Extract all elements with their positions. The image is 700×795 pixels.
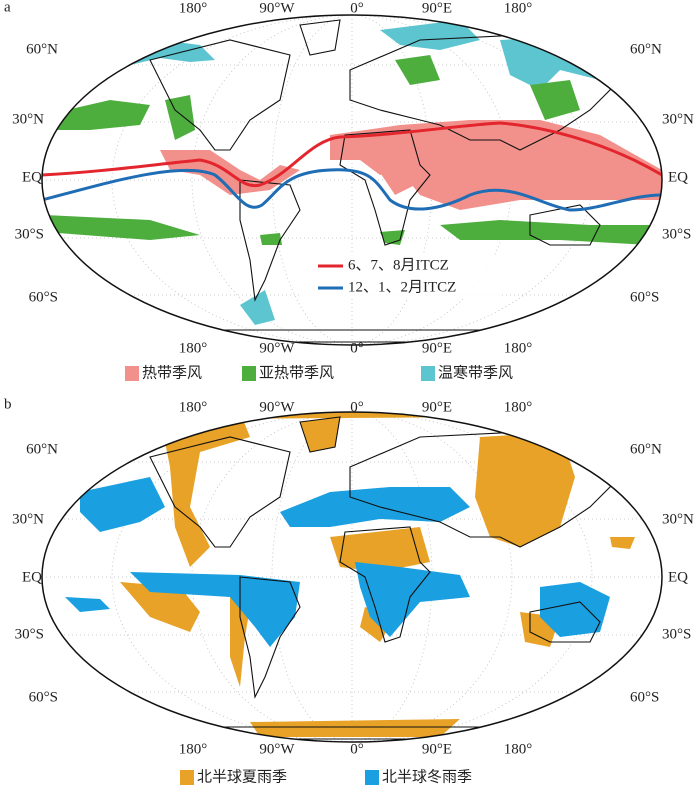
lon-label: 180° (504, 340, 533, 356)
lat-label: EQ (22, 169, 42, 185)
lat-label: EQ (22, 569, 42, 585)
legend-swatch (180, 770, 194, 785)
lon-label: 180° (504, 0, 533, 16)
region (45, 55, 662, 245)
legend-label: 12、1、2月ITCZ (348, 279, 456, 295)
lat-label: 60°S (630, 689, 659, 705)
legend-label: 6、7、8月ITCZ (348, 257, 449, 273)
lon-label: 180° (504, 399, 533, 415)
panel-label: a (4, 0, 11, 15)
lat-label: 30°S (15, 626, 44, 642)
legend-label: 热带季风 (142, 364, 202, 381)
lat-label: 30°S (662, 226, 691, 242)
itcz-line (42, 168, 662, 212)
lat-label: EQ (668, 169, 688, 185)
lon-label: 90°E (422, 340, 452, 356)
lon-label: 0° (350, 0, 364, 16)
lon-label: 90°E (422, 741, 452, 757)
panel-label: b (4, 396, 12, 412)
legend-swatch (421, 366, 435, 381)
lon-label: 180° (179, 340, 208, 356)
legend-label: 亚热带季风 (259, 364, 334, 381)
legend-label: 北半球冬雨季 (382, 768, 472, 785)
region (65, 477, 610, 647)
legend-label: 北半球夏雨季 (197, 768, 287, 785)
lat-label: 60°N (630, 441, 662, 457)
lat-label: 30°N (662, 511, 694, 527)
legend-label: 温寒带季风 (438, 363, 513, 381)
lon-label: 0° (350, 399, 364, 415)
lon-label: 0° (350, 340, 364, 356)
lon-label: 90°E (422, 0, 452, 16)
legend-swatch (242, 366, 256, 381)
legend-swatch (365, 770, 379, 785)
lat-label: 60°S (630, 289, 659, 305)
lat-label: EQ (668, 569, 688, 585)
lon-label: 0° (350, 741, 364, 757)
lon-label: 90°E (422, 399, 452, 415)
lat-label: 60°S (29, 689, 58, 705)
lat-label: 60°N (630, 41, 662, 57)
lon-label: 90°W (259, 399, 295, 415)
lat-label: 30°S (15, 226, 44, 242)
panel-b: b 180° 180° 90°W 90°W 0° 0° 90°E 90°E 180° 180° 60°… (4, 396, 694, 785)
lon-label: 180° (179, 0, 208, 16)
lon-label: 90°W (259, 340, 295, 356)
lat-label: 60°N (26, 441, 58, 457)
lon-label: 90°W (259, 0, 295, 16)
lat-label: 30°S (662, 626, 691, 642)
lon-label: 90°W (259, 741, 295, 757)
panel-a: 6、7、8月ITCZ 12、1、2月ITCZ a 180° 180° 90°W 90°W… (4, 0, 694, 381)
legend-swatch (125, 366, 139, 381)
lat-label: 30°N (12, 511, 44, 527)
lon-label: 180° (179, 399, 208, 415)
itcz-line (42, 121, 662, 188)
lat-label: 30°N (662, 111, 694, 127)
map (42, 15, 662, 345)
lat-label: 30°N (12, 111, 44, 127)
lat-label: 60°S (29, 289, 58, 305)
lon-label: 180° (504, 741, 533, 757)
lon-label: 180° (179, 741, 208, 757)
lat-label: 60°N (26, 41, 58, 57)
